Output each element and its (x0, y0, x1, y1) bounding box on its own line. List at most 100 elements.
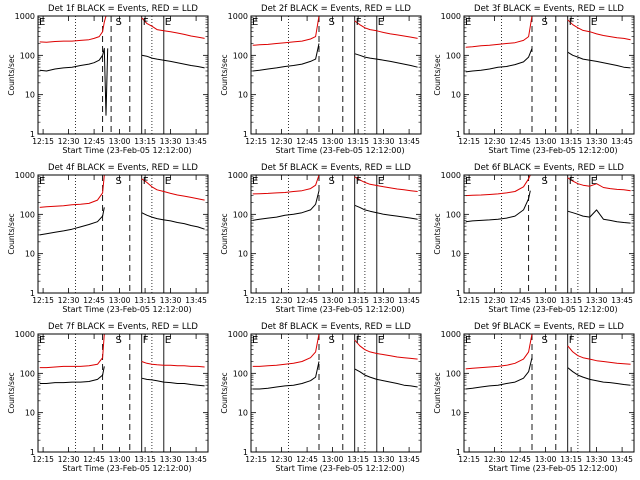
x-tick-label: 12:30 (271, 137, 293, 146)
interval-label: S (116, 17, 122, 28)
interval-label: E (465, 17, 471, 28)
series-line-events (252, 43, 418, 72)
panel-title: Det 3f BLACK = Events, RED = LLD (474, 4, 624, 14)
y-tick-label: 10 (238, 91, 248, 100)
interval-label: S (542, 335, 548, 346)
x-tick-label: 12:15 (32, 137, 54, 146)
y-tick-label: 100 (446, 210, 461, 219)
x-tick-label: 13:30 (160, 296, 182, 305)
x-tick-label: 12:45 (509, 137, 531, 146)
series-line-lld (465, 15, 631, 48)
x-tick-label: 12:15 (458, 137, 480, 146)
x-tick-label: 13:00 (535, 296, 557, 305)
x-tick-label: 12:45 (83, 137, 105, 146)
series-line-events (252, 190, 418, 221)
y-tick-label: 10 (451, 91, 461, 100)
x-tick-label: 12:30 (484, 296, 506, 305)
x-tick-label: 13:00 (535, 137, 557, 146)
panel-title: Det 8f BLACK = Events, RED = LLD (261, 322, 411, 332)
x-axis-label: Start Time (23-Feb-05 12:12:00) (62, 305, 191, 314)
series-line-events (39, 366, 205, 387)
x-tick-label: 13:30 (373, 137, 395, 146)
series-line-events (252, 361, 418, 390)
x-tick-label: 13:45 (611, 296, 633, 305)
interval-label: S (116, 335, 122, 346)
x-tick-label: 12:15 (32, 296, 54, 305)
x-tick-label: 13:00 (109, 137, 131, 146)
x-tick-label: 13:45 (185, 455, 207, 464)
y-tick-label: 1000 (441, 12, 461, 21)
y-axis-label: Counts/sec (220, 213, 229, 254)
interval-label: F (569, 176, 575, 187)
interval-label: F (356, 335, 362, 346)
y-tick-label: 1 (456, 130, 461, 139)
x-tick-label: 12:45 (509, 296, 531, 305)
x-tick-label: 13:00 (535, 455, 557, 464)
y-tick-label: 10 (25, 409, 35, 418)
y-tick-label: 100 (20, 369, 35, 378)
y-axis-label: Counts/sec (220, 372, 229, 413)
x-axis-label: Start Time (23-Feb-05 12:12:00) (488, 305, 617, 314)
y-tick-label: 10 (238, 250, 248, 259)
panel-title: Det 7f BLACK = Events, RED = LLD (48, 322, 198, 332)
x-tick-label: 13:30 (586, 296, 608, 305)
interval-label: S (542, 176, 548, 187)
x-tick-label: 12:45 (296, 296, 318, 305)
x-tick-label: 13:30 (586, 455, 608, 464)
x-tick-label: 13:45 (185, 296, 207, 305)
x-tick-label: 13:45 (398, 296, 420, 305)
x-tick-label: 12:30 (58, 296, 80, 305)
x-tick-label: 13:00 (322, 296, 344, 305)
x-tick-label: 12:15 (458, 296, 480, 305)
interval-label: E (591, 17, 597, 28)
series-line-lld (39, 333, 205, 369)
y-tick-label: 1000 (441, 330, 461, 339)
panel-title: Det 6f BLACK = Events, RED = LLD (474, 163, 624, 173)
x-tick-label: 13:15 (347, 296, 369, 305)
interval-label: F (143, 335, 149, 346)
interval-label: E (39, 335, 45, 346)
x-tick-label: 12:15 (245, 455, 267, 464)
x-axis-label: Start Time (23-Feb-05 12:12:00) (275, 464, 404, 473)
y-tick-label: 10 (451, 250, 461, 259)
interval-label: E (252, 17, 258, 28)
y-tick-label: 1000 (441, 171, 461, 180)
interval-label: E (165, 176, 171, 187)
plot-frame (37, 15, 209, 135)
panel-title: Det 5f BLACK = Events, RED = LLD (261, 163, 411, 173)
x-tick-label: 13:15 (134, 455, 156, 464)
series-line-lld (465, 333, 631, 370)
y-tick-label: 1000 (228, 12, 248, 21)
y-tick-label: 100 (233, 210, 248, 219)
series-line-events (39, 207, 205, 236)
x-tick-label: 13:45 (185, 137, 207, 146)
interval-label: E (39, 176, 45, 187)
interval-label: F (569, 17, 575, 28)
y-tick-label: 1 (243, 448, 248, 457)
y-axis-label: Counts/sec (7, 213, 16, 254)
y-tick-label: 1000 (15, 171, 35, 180)
interval-label: E (39, 17, 45, 28)
x-axis-label: Start Time (23-Feb-05 12:12:00) (488, 464, 617, 473)
y-tick-label: 1000 (228, 330, 248, 339)
x-tick-label: 12:15 (245, 137, 267, 146)
x-tick-label: 13:00 (109, 296, 131, 305)
x-tick-label: 13:00 (322, 455, 344, 464)
series-line-lld (39, 15, 205, 43)
x-tick-label: 13:30 (586, 137, 608, 146)
x-tick-label: 13:30 (373, 455, 395, 464)
x-tick-label: 13:15 (134, 296, 156, 305)
y-axis-label: Counts/sec (433, 372, 442, 413)
x-tick-label: 13:15 (347, 455, 369, 464)
plot-frame (37, 333, 209, 453)
interval-label: E (465, 176, 471, 187)
x-tick-label: 12:30 (58, 137, 80, 146)
interval-label: S (329, 335, 335, 346)
x-axis-label: Start Time (23-Feb-05 12:12:00) (62, 146, 191, 155)
series-line-events (39, 47, 205, 116)
